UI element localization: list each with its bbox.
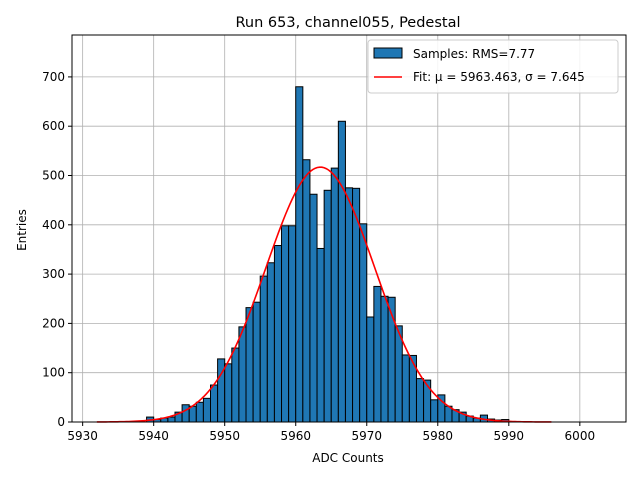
legend-label-samples: Samples: RMS=7.77 <box>413 47 535 61</box>
x-tick-label: 5950 <box>209 429 240 443</box>
histogram-bar <box>224 363 233 423</box>
histogram-bar <box>430 399 439 423</box>
y-tick-label: 700 <box>42 70 65 84</box>
plot-frame <box>71 34 627 423</box>
legend: Samples: RMS=7.77 Fit: μ = 5963.463, σ =… <box>367 39 619 94</box>
fit-curve <box>96 166 552 423</box>
x-tick-label: 6000 <box>565 429 596 443</box>
y-tick-label: 100 <box>42 366 65 380</box>
legend-label-fit: Fit: μ = 5963.463, σ = 7.645 <box>413 70 585 84</box>
x-tick-label: 5980 <box>423 429 454 443</box>
y-tick-label: 0 <box>57 415 65 429</box>
histogram-bar <box>295 86 304 423</box>
histogram-bar <box>210 384 219 423</box>
histogram-bar <box>309 193 318 423</box>
histogram-bar <box>281 225 290 423</box>
x-axis-ticks: 5930 5940 5950 5960 5970 5980 5990 6000 <box>67 422 595 443</box>
x-tick-label: 5970 <box>351 429 382 443</box>
y-tick-label: 600 <box>42 119 65 133</box>
y-tick-label: 400 <box>42 218 65 232</box>
chart-title: Run 653, channel055, Pedestal <box>235 15 460 31</box>
histogram-bar <box>373 285 382 423</box>
histogram-bars <box>146 86 510 423</box>
histogram-bar <box>181 404 190 423</box>
histogram-bar <box>366 316 375 423</box>
histogram-bar <box>245 307 254 423</box>
x-axis-label: ADC Counts <box>312 451 384 465</box>
histogram-bar <box>359 223 368 423</box>
histogram-bar <box>195 401 204 423</box>
histogram-bar <box>316 247 325 423</box>
histogram-bar <box>266 262 275 423</box>
histogram-bar <box>394 325 403 423</box>
histogram-bar <box>330 167 339 423</box>
histogram-bar <box>415 378 425 423</box>
histogram-bar <box>288 225 297 423</box>
histogram-bar <box>337 120 346 423</box>
histogram-bar <box>344 187 354 423</box>
y-axis-label: Entries <box>15 209 29 251</box>
histogram-bar <box>380 295 389 423</box>
x-tick-label: 5990 <box>494 429 525 443</box>
y-tick-label: 300 <box>42 267 65 281</box>
histogram-bar <box>202 397 211 423</box>
legend-bar-swatch <box>373 47 403 59</box>
y-tick-label: 500 <box>42 169 65 183</box>
histogram-bar <box>188 405 197 423</box>
y-axis-ticks: 0 100 200 300 400 500 600 700 <box>42 70 72 429</box>
legend-box <box>367 39 619 94</box>
histogram-bar <box>273 245 283 423</box>
histogram-bar <box>167 416 176 423</box>
histogram-bar <box>231 347 240 423</box>
histogram-bar <box>302 159 311 423</box>
x-tick-label: 5940 <box>138 429 169 443</box>
histogram-bar <box>252 301 261 423</box>
histogram-bar <box>401 354 410 423</box>
histogram-bar <box>323 189 332 423</box>
histogram-bar <box>238 326 247 423</box>
x-tick-label: 5960 <box>280 429 311 443</box>
histogram-bar <box>259 275 268 423</box>
y-tick-label: 200 <box>42 316 65 330</box>
x-tick-label: 5930 <box>67 429 98 443</box>
